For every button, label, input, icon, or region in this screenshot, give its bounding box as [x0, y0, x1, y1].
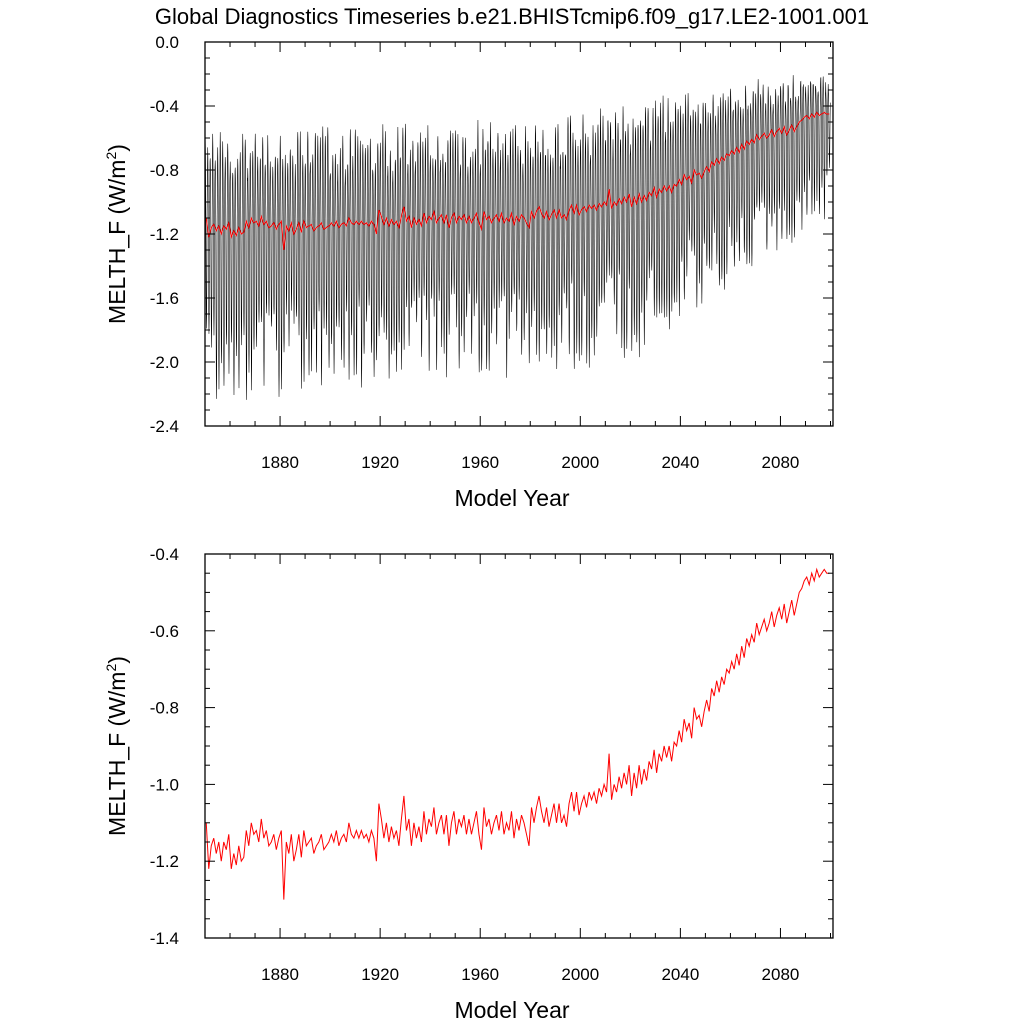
- top-y-axis-label-text: MELTH_F (W/m: [104, 160, 130, 324]
- top-monthly-line: [204, 75, 831, 400]
- y-tick-label: -1.2: [150, 852, 179, 871]
- top-y-tick-labels: 0.0 -0.4 -0.8 -1.2 -1.6 -2.0 -2.4: [150, 33, 179, 436]
- bottom-ticks: [205, 553, 833, 939]
- bottom-x-axis-label: Model Year: [454, 997, 569, 1023]
- y-tick-label: 0.0: [155, 33, 179, 52]
- top-panel: 0.0 -0.4 -0.8 -1.2 -1.6 -2.0 -2.4 1880 1920 1960…: [103, 33, 834, 511]
- x-tick-label: 1880: [261, 453, 299, 472]
- x-tick-label: 1920: [361, 453, 399, 472]
- y-tick-label: -2.4: [150, 417, 179, 436]
- y-tick-label: -0.8: [150, 699, 179, 718]
- x-tick-label: 1960: [461, 965, 499, 984]
- top-monthly-series: [204, 75, 831, 400]
- x-tick-label: 1920: [361, 965, 399, 984]
- x-tick-label: 2040: [661, 453, 699, 472]
- x-tick-label: 1880: [261, 965, 299, 984]
- y-tick-label: -0.4: [150, 97, 179, 116]
- x-tick-label: 1960: [461, 453, 499, 472]
- bottom-annual-mean-line: [205, 567, 830, 900]
- top-x-axis-label: Model Year: [454, 485, 569, 511]
- x-tick-label: 2000: [561, 453, 599, 472]
- y-tick-label: -1.6: [150, 289, 179, 308]
- top-y-axis-label-sup: 2: [103, 152, 119, 160]
- bottom-y-axis-label-close: ): [104, 656, 130, 664]
- y-tick-label: -1.0: [150, 775, 179, 794]
- x-tick-label: 2040: [661, 965, 699, 984]
- top-y-axis-label: MELTH_F (W/m2): [103, 144, 130, 324]
- bottom-y-axis-label-text: MELTH_F (W/m: [104, 672, 130, 836]
- bottom-y-axis-label: MELTH_F (W/m2): [103, 656, 130, 836]
- bottom-panel: -0.4 -0.6 -0.8 -1.0 -1.2 -1.4 1880 1920 1960 200…: [103, 545, 834, 1023]
- y-tick-label: -1.4: [150, 929, 179, 948]
- top-x-tick-labels: 1880 1920 1960 2000 2040 2080: [261, 453, 799, 472]
- figure-title: Global Diagnostics Timeseries b.e21.BHIS…: [155, 4, 869, 29]
- y-tick-label: -0.8: [150, 161, 179, 180]
- top-y-axis-label-close: ): [104, 144, 130, 152]
- x-tick-label: 2080: [762, 453, 800, 472]
- top-plot-frame: [204, 41, 834, 427]
- y-tick-label: -0.6: [150, 622, 179, 641]
- x-tick-label: 2000: [561, 965, 599, 984]
- top-ticks: [205, 41, 833, 427]
- x-tick-label: 2080: [762, 965, 800, 984]
- bottom-x-tick-labels: 1880 1920 1960 2000 2040 2080: [261, 965, 799, 984]
- y-tick-label: -0.4: [150, 545, 179, 564]
- bottom-y-tick-labels: -0.4 -0.6 -0.8 -1.0 -1.2 -1.4: [150, 545, 179, 948]
- y-tick-label: -2.0: [150, 353, 179, 372]
- bottom-y-axis-label-sup: 2: [103, 664, 119, 672]
- top-annual-mean-line: [205, 111, 830, 251]
- bottom-plot-frame: [204, 553, 834, 939]
- y-tick-label: -1.2: [150, 225, 179, 244]
